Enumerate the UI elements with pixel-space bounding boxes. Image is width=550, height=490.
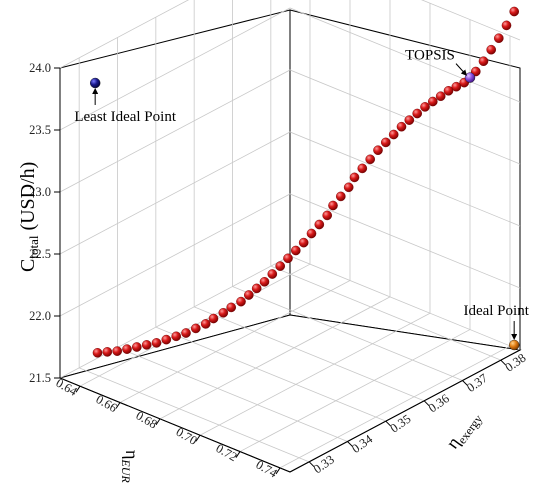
gridline-y	[270, 0, 501, 361]
gridline-z	[59, 0, 521, 69]
pareto-point	[251, 283, 262, 294]
x-tick-mark	[75, 385, 81, 393]
topsis-label: TOPSIS	[405, 48, 455, 64]
x-tick-mark	[275, 467, 281, 475]
pareto-point	[259, 276, 270, 287]
back-wall-left	[59, 9, 291, 379]
z-tick-label: 22.0	[29, 309, 51, 323]
pareto-point	[122, 344, 132, 354]
z-tick-label: 24.0	[29, 61, 51, 75]
pareto-point	[208, 313, 219, 324]
pareto-point	[357, 163, 368, 174]
pareto-point	[388, 129, 399, 140]
pareto-point	[236, 296, 246, 307]
y-axis-line	[289, 349, 521, 473]
z-tick-label: 23.5	[29, 123, 51, 137]
pareto-point	[380, 137, 391, 148]
topsis-arrow	[455, 63, 468, 76]
pareto-point	[501, 20, 512, 31]
gridline-z	[59, 193, 521, 317]
gridline-x	[119, 0, 351, 403]
topsis-marker	[464, 72, 476, 83]
y-tick-mark	[500, 359, 507, 366]
pareto-point	[349, 172, 360, 183]
pareto-point	[190, 323, 201, 334]
pareto-point	[200, 319, 211, 329]
x-tick-mark	[115, 402, 121, 409]
pareto-point	[396, 121, 407, 132]
gridline-x	[239, 19, 471, 452]
x-tick-mark	[235, 451, 241, 458]
pareto-point	[181, 328, 191, 338]
y-tick-mark	[423, 400, 430, 407]
gridline-y	[155, 17, 386, 422]
pareto-point	[443, 86, 454, 96]
pareto-point	[306, 228, 317, 239]
ideal-point-marker	[509, 339, 520, 351]
pareto-point	[243, 290, 254, 300]
ideal-point-label: Ideal Point	[463, 303, 529, 319]
least-ideal-point-marker	[89, 77, 101, 89]
z-tick-label: 23.0	[29, 185, 51, 199]
pareto-point	[275, 261, 286, 271]
pareto-point	[298, 237, 309, 248]
gridline-x	[199, 3, 431, 436]
pareto-point	[451, 81, 462, 92]
x-tick-mark	[155, 418, 161, 426]
pareto-point	[493, 33, 504, 44]
y-tick-mark	[308, 461, 315, 468]
pareto-point	[322, 210, 333, 221]
x-tick-mark	[195, 434, 201, 442]
pareto-point	[404, 115, 415, 125]
z-tick-label: 22.5	[29, 247, 51, 261]
x-axis-line	[59, 377, 291, 473]
pareto-point	[412, 108, 423, 119]
gridline-z	[59, 69, 521, 193]
pareto-point	[314, 219, 325, 230]
pareto-point	[283, 253, 293, 264]
z-axis-title: Ctotal (USD/h)	[17, 162, 41, 272]
gridline-y	[78, 57, 310, 463]
y-tick-mark	[462, 380, 468, 386]
pareto-point	[427, 96, 438, 107]
pareto-point	[373, 145, 383, 155]
pareto-point	[435, 91, 446, 101]
pareto-point	[151, 338, 162, 348]
gridline-z	[59, 131, 521, 255]
pareto-point	[218, 307, 229, 318]
pareto-point	[486, 44, 497, 55]
gridline-z	[59, 7, 521, 131]
pareto-point	[102, 347, 113, 357]
y-axis-title: ηexergy	[442, 407, 485, 454]
pareto-point	[290, 245, 301, 256]
pareto-point	[420, 102, 430, 112]
pareto-point	[509, 6, 520, 17]
pareto-point	[112, 346, 122, 356]
pareto-point	[92, 347, 103, 358]
pareto-point	[478, 56, 489, 67]
pareto-point	[141, 340, 152, 350]
pareto-point	[131, 342, 142, 352]
pareto-point	[171, 331, 181, 342]
gridline-x	[159, 0, 391, 420]
y-tick-mark	[385, 420, 392, 427]
x-axis-title: ηEUR	[119, 450, 142, 483]
pareto-point	[328, 200, 338, 211]
pareto-point	[343, 182, 354, 193]
gridline-y	[232, 0, 463, 381]
pareto-point	[335, 191, 346, 202]
gridline-y	[193, 0, 425, 402]
pareto-point	[365, 154, 376, 165]
pareto-point	[161, 334, 172, 345]
pareto-point	[267, 269, 278, 279]
y-tick-mark	[347, 441, 353, 447]
z-tick-label: 21.5	[29, 371, 51, 385]
special-points: Least Ideal Point TOPSIS Ideal Point	[74, 48, 530, 351]
pareto-point	[226, 302, 236, 313]
least-ideal-point-label: Least Ideal Point	[74, 109, 176, 125]
axis-lines	[59, 68, 521, 473]
